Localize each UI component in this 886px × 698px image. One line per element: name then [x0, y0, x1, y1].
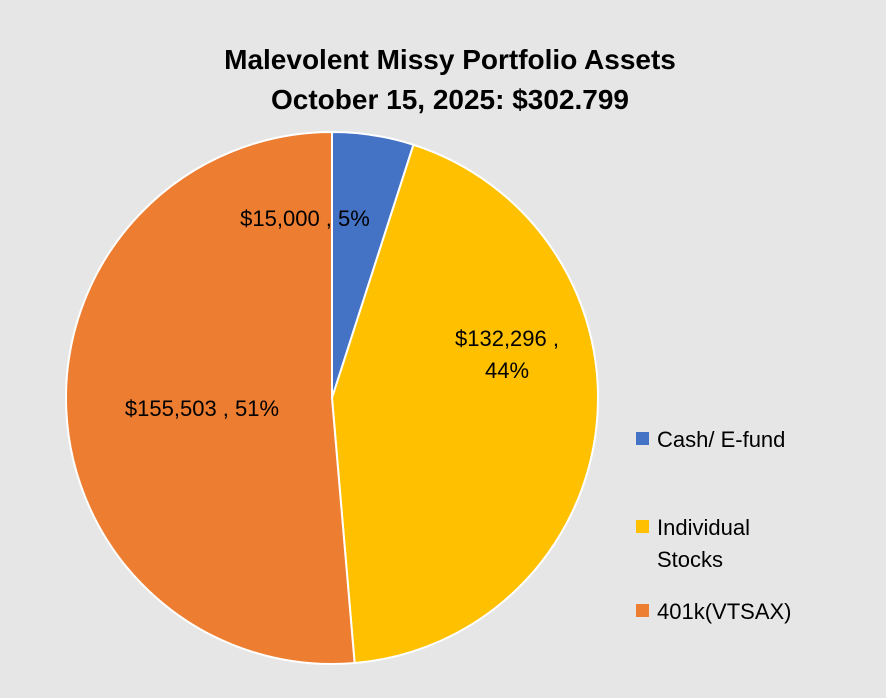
legend-swatch-cash: [636, 432, 649, 445]
pie-slice-401k: [65, 130, 356, 665]
data-label-cash: $15,000 , 5%: [240, 206, 370, 231]
legend-label-401k: 401k(VTSAX): [657, 599, 792, 624]
legend-label-stocks: Individual Stocks: [657, 515, 750, 572]
data-label-401k: $155,503 , 51%: [125, 396, 279, 421]
legend-item-stocks: Individual Stocks: [636, 512, 807, 576]
chart-title-block: Malevolent Missy Portfolio Assets Octobe…: [0, 40, 886, 120]
pie-slice-stocks: [330, 143, 599, 665]
legend-swatch-stocks: [636, 520, 649, 533]
data-label-stocks: $132,296 , 44%: [455, 326, 559, 383]
legend-item-401k: 401k(VTSAX): [636, 596, 807, 628]
legend-item-cash: Cash/ E-fund: [636, 424, 807, 456]
chart-subtitle: October 15, 2025: $302.799: [270, 84, 629, 115]
legend-label-cash: Cash/ E-fund: [657, 427, 786, 452]
chart-title: Malevolent Missy Portfolio Assets: [224, 44, 676, 75]
legend-swatch-401k: [636, 604, 649, 617]
